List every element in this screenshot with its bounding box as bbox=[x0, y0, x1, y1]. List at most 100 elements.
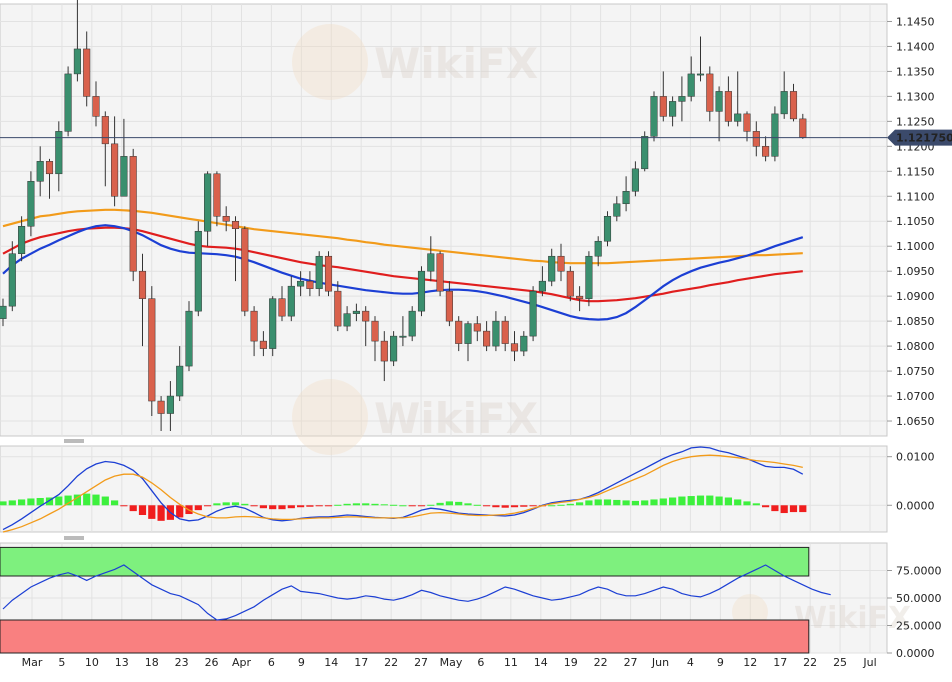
price-tick-label: 1.0950 bbox=[896, 265, 935, 278]
current-price-label: 1.121750 bbox=[896, 132, 952, 145]
candle bbox=[231, 216, 240, 282]
macd-histogram-bar bbox=[194, 505, 202, 511]
macd-histogram-bar bbox=[269, 505, 277, 510]
time-tick-label: 26 bbox=[205, 656, 219, 669]
rsi-layer bbox=[2, 564, 831, 621]
candle-body bbox=[129, 156, 137, 272]
price-tick-label: 1.1400 bbox=[896, 40, 935, 53]
candle bbox=[529, 286, 537, 342]
candle-body bbox=[269, 298, 277, 349]
macd-histogram-bar bbox=[529, 505, 537, 507]
time-tick-label: 23 bbox=[175, 656, 189, 669]
rsi-tick-label: 25.0000 bbox=[896, 620, 942, 633]
candle bbox=[501, 316, 509, 352]
candle bbox=[706, 66, 714, 122]
candle bbox=[473, 316, 481, 342]
time-tick-label: 27 bbox=[624, 656, 638, 669]
macd-histogram-bar bbox=[120, 505, 128, 507]
candle-body bbox=[641, 136, 649, 170]
candle bbox=[269, 296, 277, 357]
macd-layer bbox=[0, 446, 807, 533]
candle bbox=[557, 243, 565, 282]
candle-body bbox=[45, 161, 54, 175]
candle bbox=[18, 216, 26, 262]
macd-histogram-bar bbox=[222, 502, 230, 506]
candle-body bbox=[8, 253, 16, 307]
candle bbox=[166, 381, 174, 432]
candle-body bbox=[501, 320, 509, 344]
candle bbox=[0, 298, 7, 327]
macd-histogram-bar bbox=[129, 505, 137, 512]
candle-body bbox=[752, 131, 760, 147]
macd-histogram-bar bbox=[111, 500, 119, 506]
candle-body bbox=[669, 101, 677, 117]
watermark-logo bbox=[292, 379, 368, 455]
candle bbox=[510, 331, 519, 362]
candle-body bbox=[259, 340, 267, 349]
macd-histogram-bar bbox=[83, 493, 91, 506]
candle bbox=[650, 91, 658, 142]
candle bbox=[492, 311, 500, 352]
macd-histogram-bar bbox=[780, 505, 788, 514]
candle bbox=[315, 251, 323, 297]
candle bbox=[222, 206, 230, 232]
candle bbox=[64, 66, 72, 137]
macd-panel-border bbox=[0, 445, 888, 533]
candle-body bbox=[548, 255, 556, 282]
candle-body bbox=[538, 280, 546, 292]
macd-histogram-bar bbox=[55, 496, 63, 506]
candle-body bbox=[111, 143, 119, 197]
candle bbox=[724, 76, 732, 127]
macd-histogram-bar bbox=[92, 494, 100, 506]
candle-body bbox=[473, 323, 481, 332]
candle bbox=[408, 306, 416, 342]
time-tick-label: Jun bbox=[651, 656, 669, 669]
macd-histogram-bar bbox=[464, 503, 472, 506]
panel-backgrounds bbox=[0, 3, 888, 654]
macd-histogram-bar bbox=[250, 505, 258, 507]
candle bbox=[427, 236, 435, 282]
candle bbox=[594, 236, 602, 267]
candle-body bbox=[427, 253, 435, 272]
candle-body bbox=[315, 255, 323, 289]
candle bbox=[464, 321, 472, 362]
candle-body bbox=[55, 131, 63, 175]
candle-body bbox=[343, 313, 351, 327]
candle-body bbox=[390, 335, 398, 362]
candle bbox=[743, 111, 751, 142]
candle-body bbox=[380, 340, 388, 362]
candle bbox=[455, 316, 463, 352]
macd-histogram-bar bbox=[417, 505, 426, 507]
candle-body bbox=[73, 48, 81, 75]
macd-histogram-bar bbox=[585, 500, 593, 506]
candle-body bbox=[650, 96, 658, 137]
macd-histogram-bar bbox=[306, 505, 314, 507]
macd-panel-resize-handle[interactable] bbox=[62, 438, 86, 444]
macd-histogram-bar bbox=[27, 498, 35, 506]
candle bbox=[622, 176, 630, 212]
candle bbox=[120, 118, 128, 197]
rsi-panel-resize-handle[interactable] bbox=[62, 535, 86, 541]
candle-body bbox=[799, 118, 807, 138]
rsi-oversold-zone bbox=[0, 619, 810, 654]
candle bbox=[678, 76, 686, 122]
candle-body bbox=[27, 181, 35, 227]
candle bbox=[250, 306, 258, 357]
macd-histogram-bar bbox=[473, 504, 481, 506]
candle-body bbox=[734, 113, 742, 122]
candle-body bbox=[120, 156, 128, 197]
time-tick-label: 17 bbox=[354, 656, 368, 669]
macd-histogram-bar bbox=[445, 501, 453, 506]
rsi-tick-label: 0.0000 bbox=[896, 647, 935, 660]
candle bbox=[45, 158, 54, 199]
candle-body bbox=[613, 203, 621, 217]
rsi-tick-label: 50.0000 bbox=[896, 592, 942, 605]
candle-body bbox=[445, 290, 453, 322]
watermark-text: WikiFX bbox=[794, 601, 911, 636]
candle-body bbox=[334, 290, 342, 327]
candle-body bbox=[696, 73, 705, 76]
macd-histogram-bar bbox=[287, 505, 295, 509]
watermark-text: WikiFX bbox=[374, 39, 538, 88]
candle bbox=[334, 281, 342, 332]
